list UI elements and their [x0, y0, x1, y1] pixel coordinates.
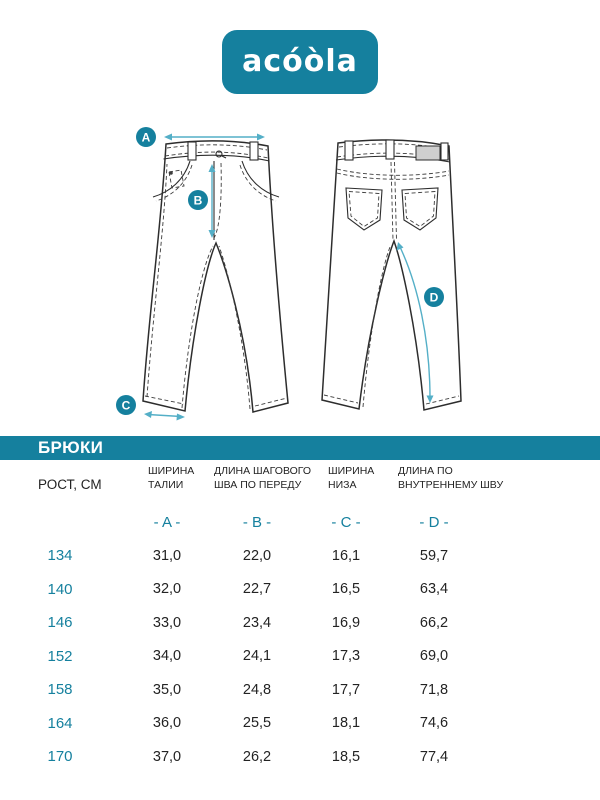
value-cell: 16,9: [331, 614, 361, 631]
value-cell: 17,3: [331, 648, 361, 665]
value-cell: 71,8: [419, 681, 449, 698]
marker-a-badge: A: [136, 127, 156, 147]
letter-row-spacer: [0, 514, 120, 531]
value-cell: 23,4: [242, 614, 272, 631]
height-cell: 140: [47, 580, 73, 598]
value-cell: 77,4: [419, 748, 449, 765]
size-table-rows: 134 31,0 22,0 16,1 59,7 140 32,0 22,7 16,5 63,4 14…: [0, 539, 600, 774]
table-row: 158 35,0 24,8 17,7 71,8: [0, 673, 600, 707]
table-title: БРЮКИ: [38, 438, 104, 457]
marker-c-letter: C: [122, 399, 131, 413]
jeans-back-drawing: [321, 139, 462, 411]
height-cell: 146: [47, 614, 73, 632]
column-header: ДЛИНА ПО ВНУТРЕННЕМУ ШВУ: [398, 465, 504, 491]
column-header: ДЛИНА ШАГОВОГО ШВА ПО ПЕРЕДУ: [214, 465, 312, 491]
value-cell: 32,0: [152, 581, 182, 598]
brand-logo: acóòla: [222, 30, 378, 94]
table-title-band: БРЮКИ: [0, 436, 600, 460]
column-letter: - D -: [419, 514, 449, 531]
column-letter: - A -: [153, 514, 181, 531]
value-cell: 16,5: [331, 581, 361, 598]
measure-line-b: [208, 164, 216, 238]
value-cell: 33,0: [152, 614, 182, 631]
value-cell: 18,5: [331, 748, 361, 765]
table-header-row: РОСТ, СМ ШИРИНА ТАЛИИ ДЛИНА ШАГОВОГО ШВА ПО…: [0, 464, 600, 492]
value-cell: 37,0: [152, 748, 182, 765]
value-cell: 69,0: [419, 648, 449, 665]
marker-a-letter: A: [142, 131, 151, 145]
value-cell: 22,7: [242, 581, 272, 598]
value-cell: 18,1: [331, 715, 361, 732]
value-cell: 17,7: [331, 681, 361, 698]
column-letter: - B -: [242, 514, 272, 531]
height-cell: 158: [47, 681, 73, 699]
jeans-measurement-diagram: A B C D: [116, 127, 462, 421]
value-cell: 25,5: [242, 715, 272, 732]
height-cell: 170: [47, 748, 73, 766]
row-header-label: РОСТ, СМ: [38, 477, 102, 492]
marker-d-letter: D: [430, 291, 439, 305]
value-cell: 74,6: [419, 715, 449, 732]
marker-d-badge: D: [424, 287, 444, 307]
height-cell: 134: [47, 547, 73, 565]
column-header: ШИРИНА ТАЛИИ: [148, 465, 195, 491]
table-row: 134 31,0 22,0 16,1 59,7: [0, 539, 600, 573]
marker-b-badge: B: [188, 190, 208, 210]
table-letter-row: - A -- B -- C -- D -: [0, 514, 600, 531]
table-row: 140 32,0 22,7 16,5 63,4: [0, 573, 600, 607]
value-cell: 31,0: [152, 547, 182, 564]
column-letter: - C -: [331, 514, 361, 531]
value-cell: 26,2: [242, 748, 272, 765]
value-cell: 66,2: [419, 614, 449, 631]
value-cell: 24,8: [242, 681, 272, 698]
value-cell: 24,1: [242, 648, 272, 665]
measure-line-d: [396, 242, 434, 403]
marker-c-badge: C: [116, 395, 136, 415]
value-cell: 34,0: [152, 648, 182, 665]
table-row: 146 33,0 23,4 16,9 66,2: [0, 606, 600, 640]
value-cell: 16,1: [331, 547, 361, 564]
height-cell: 152: [47, 647, 73, 665]
jeans-front-drawing: [142, 140, 289, 413]
column-header: ШИРИНА НИЗА: [328, 465, 375, 491]
brand-logo-text: acóòla: [242, 44, 358, 79]
value-cell: 63,4: [419, 581, 449, 598]
table-row: 170 37,0 26,2 18,5 77,4: [0, 740, 600, 774]
measure-line-a: [164, 133, 265, 141]
marker-b-letter: B: [194, 194, 203, 208]
value-cell: 36,0: [152, 715, 182, 732]
table-row: 152 34,0 24,1 17,3 69,0: [0, 640, 600, 674]
value-cell: 59,7: [419, 547, 449, 564]
value-cell: 35,0: [152, 681, 182, 698]
measure-line-c: [144, 411, 185, 421]
table-row: 164 36,0 25,5 18,1 74,6: [0, 707, 600, 741]
height-cell: 164: [47, 714, 73, 732]
value-cell: 22,0: [242, 547, 272, 564]
